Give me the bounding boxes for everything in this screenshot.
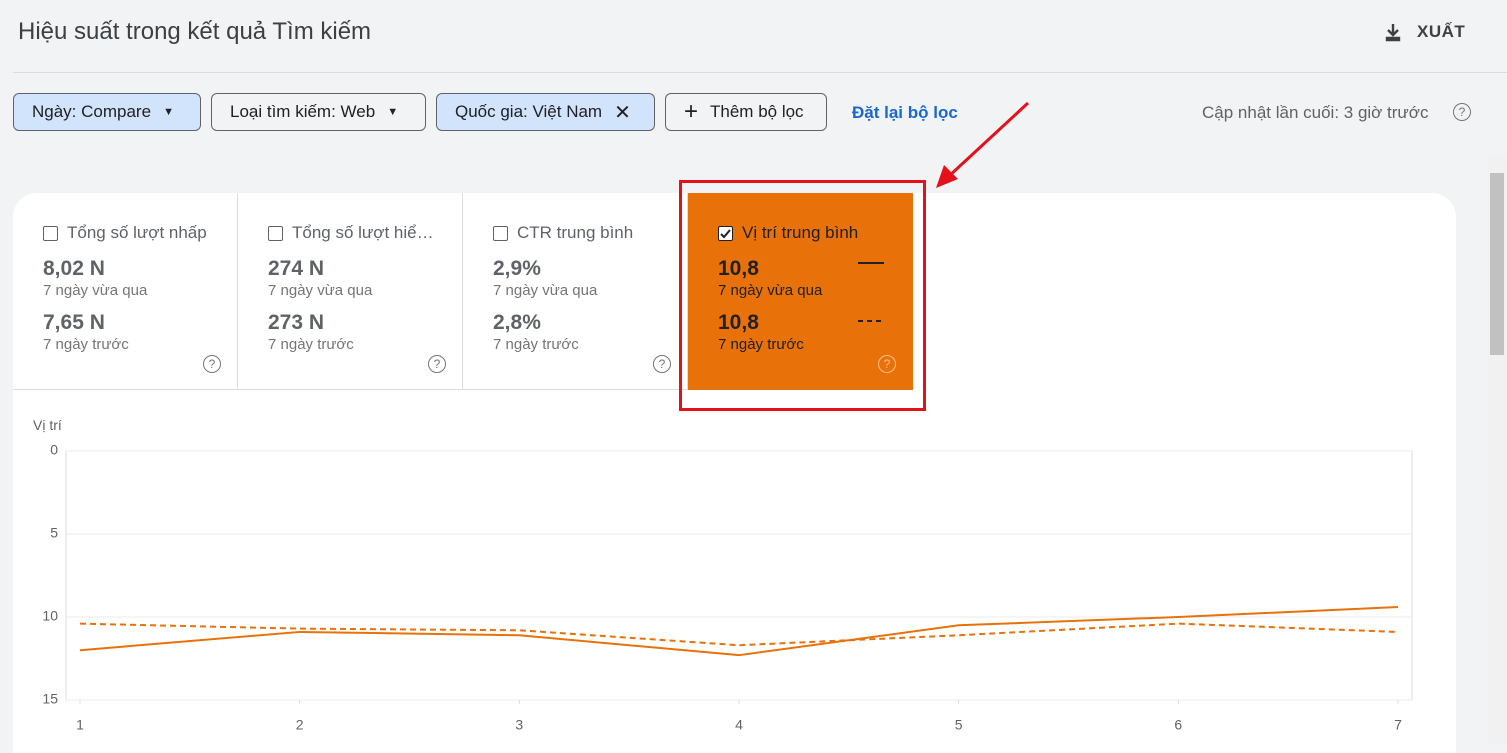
help-icon[interactable]: ?	[1453, 103, 1471, 121]
help-icon[interactable]: ?	[203, 355, 221, 373]
scrollbar[interactable]	[1488, 155, 1507, 745]
metric-current-period: 7 ngày vừa qua	[718, 282, 823, 299]
export-button[interactable]: XUẤT	[1417, 22, 1466, 41]
x-tick-label: 5	[955, 717, 963, 733]
y-tick-label: 0	[50, 442, 58, 458]
chip-text: Thêm bộ lọc	[710, 102, 804, 121]
add-filter[interactable]: + Thêm bộ lọc	[665, 93, 827, 131]
metric-label: Vị trí trung bình	[742, 223, 859, 242]
y-tick-label: 15	[42, 691, 58, 707]
help-icon[interactable]: ?	[653, 355, 671, 373]
metric-card[interactable]: CTR trung bình 2,9% 7 ngày vừa qua 2,8% 7 ng…	[463, 193, 688, 390]
last-updated: Cập nhật lần cuối: 3 giờ trước	[1202, 103, 1429, 122]
annotation-box	[679, 180, 926, 411]
scroll-thumb[interactable]	[1490, 173, 1504, 355]
y-tick-label: 5	[50, 525, 58, 541]
x-tick-label: 2	[296, 717, 304, 733]
metric-label-row: Tổng số lượt hiể…	[268, 223, 462, 243]
metric-current-period: 7 ngày vừa qua	[43, 282, 148, 299]
x-tick-label: 7	[1394, 717, 1402, 733]
metric-current-value: 2,9%	[493, 257, 541, 280]
line-style-legend	[858, 262, 884, 322]
chip-text: Quốc gia: Việt Nam	[455, 102, 603, 121]
metric-label: Tổng số lượt hiể…	[292, 223, 434, 242]
metric-previous-period: 7 ngày trước	[493, 336, 579, 353]
help-icon[interactable]: ?	[428, 355, 446, 373]
date-filter[interactable]: Ngày: Compare ▼	[13, 93, 201, 131]
metric-previous-period: 7 ngày trước	[43, 336, 129, 353]
metric-current-value: 8,02 N	[43, 257, 105, 280]
page-title: Hiệu suất trong kết quả Tìm kiếm	[18, 18, 372, 45]
x-tick-label: 1	[76, 717, 84, 733]
chart: Vị trí 0 5 10 15 1 2 3 4 5 6 7	[33, 417, 1413, 733]
metric-current-value: 274 N	[268, 257, 325, 280]
country-filter[interactable]: Quốc gia: Việt Nam ✕	[436, 93, 655, 131]
metric-label-row: Tổng số lượt nhấp	[43, 223, 237, 243]
metric-previous-period: 7 ngày trước	[718, 336, 804, 353]
divider	[13, 72, 1507, 73]
metric-card[interactable]: Vị trí trung bình 10,8 7 ngày vừa qua 10,8 7…	[688, 193, 913, 390]
search-type-filter[interactable]: Loại tìm kiếm: Web ▼	[211, 93, 426, 131]
download-icon[interactable]	[1383, 22, 1403, 42]
checkbox[interactable]	[43, 225, 58, 241]
chip-text: Loại tìm kiếm: Web	[230, 102, 376, 121]
metric-label-row: CTR trung bình	[493, 223, 687, 243]
metric-previous-value: 10,8	[718, 311, 759, 334]
metric-previous-value: 273 N	[268, 311, 325, 334]
metric-card[interactable]: Tổng số lượt nhấp 8,02 N 7 ngày vừa qua 7,6…	[13, 193, 238, 390]
checkbox[interactable]	[493, 225, 508, 241]
help-icon[interactable]: ?	[878, 355, 896, 373]
metric-previous-value: 2,8%	[493, 311, 541, 334]
x-tick-label: 4	[735, 717, 743, 733]
x-tick-label: 6	[1174, 717, 1182, 733]
plot-frame	[65, 450, 1413, 701]
metric-current-value: 10,8	[718, 257, 759, 280]
x-tick-label: 3	[515, 717, 523, 733]
y-axis-label: Vị trí	[33, 417, 62, 433]
annotation-arrow	[936, 101, 1030, 188]
metric-label: CTR trung bình	[517, 223, 634, 242]
chip-text: Ngày: Compare	[32, 102, 152, 121]
metric-current-period: 7 ngày vừa qua	[493, 282, 598, 299]
checkbox[interactable]	[718, 225, 733, 241]
metric-card[interactable]: Tổng số lượt hiể… 274 N 7 ngày vừa qua 273 …	[238, 193, 463, 390]
y-tick-label: 10	[42, 608, 58, 624]
metric-current-period: 7 ngày vừa qua	[268, 282, 373, 299]
metric-label-row: Vị trí trung bình	[718, 223, 913, 243]
reset-filters[interactable]: Đặt lại bộ lọc	[852, 103, 958, 122]
metric-previous-value: 7,65 N	[43, 311, 105, 334]
metric-previous-period: 7 ngày trước	[268, 336, 354, 353]
metric-label: Tổng số lượt nhấp	[67, 223, 207, 242]
data-line	[79, 606, 1399, 657]
checkbox[interactable]	[268, 225, 283, 241]
